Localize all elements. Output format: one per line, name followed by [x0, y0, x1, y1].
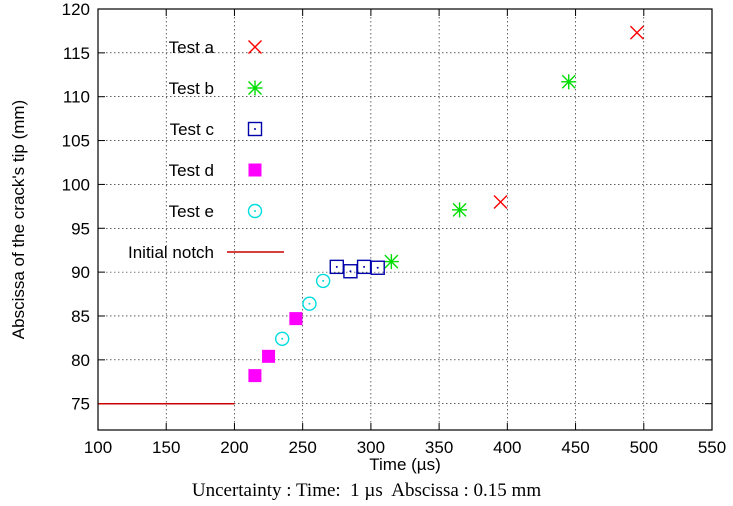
- test-c-point: [343, 264, 358, 279]
- y-axis-label: Abscissa of the crack's tip (mm): [9, 100, 28, 339]
- test-b-legend-label: Test b: [169, 79, 214, 98]
- x-tick-label: 350: [425, 438, 453, 457]
- x-tick-label: 300: [357, 438, 385, 457]
- y-tick-label: 80: [71, 351, 90, 370]
- test-d-legend-label: Test d: [169, 161, 214, 180]
- test-a-legend-swatch: [248, 40, 262, 54]
- x-tick-label: 400: [493, 438, 521, 457]
- test-e-point: [302, 296, 317, 311]
- x-tick-label: 250: [288, 438, 316, 457]
- y-tick-label: 95: [71, 219, 90, 238]
- test-e-point: [315, 273, 331, 289]
- test-c-point: [370, 260, 385, 275]
- test-d-legend-swatch: [248, 163, 262, 177]
- data-points: [98, 25, 644, 405]
- x-tick-label: 100: [84, 438, 112, 457]
- y-tick-label: 110: [63, 88, 90, 107]
- y-tick-label: 100: [62, 175, 90, 194]
- x-tick-label: 550: [698, 438, 726, 457]
- uncertainty-caption: Uncertainty : Time: 1 µs Abscissa : 0.15…: [191, 480, 542, 501]
- test-c-point: [329, 259, 344, 275]
- test-b-point: [383, 254, 399, 270]
- x-tick-label: 450: [561, 438, 589, 457]
- test-d-point: [289, 312, 303, 326]
- test-c-legend-label: Test c: [170, 120, 215, 139]
- x-tick-label: 500: [630, 438, 658, 457]
- y-tick-label: 115: [63, 44, 90, 63]
- y-tick-label: 75: [71, 395, 90, 414]
- test-a-point: [493, 194, 508, 209]
- test-a-legend-label: Test a: [169, 38, 215, 57]
- test-b-point: [452, 202, 468, 218]
- scatter-chart: 100 150 200 250 300 350 400 450 500 550 75 80 85 90 95…: [9, 0, 727, 474]
- test-b-point: [561, 74, 577, 90]
- y-tick-label: 85: [71, 307, 90, 326]
- test-c-legend-swatch: [247, 121, 263, 137]
- test-e-legend-label: Test e: [169, 202, 214, 221]
- test-e-legend-swatch: [247, 203, 263, 219]
- test-b-legend-swatch: [247, 80, 263, 96]
- x-tick-label: 150: [152, 438, 180, 457]
- legend: Test a Test b Test c Test d Test e Initial no…: [128, 38, 284, 262]
- axis-ticks: 100 150 200 250 300 350 400 450 500 550 75 80 85 90 95…: [62, 0, 727, 457]
- initial-notch-legend-label: Initial notch: [128, 243, 214, 262]
- test-e-point: [275, 331, 290, 346]
- test-a-point: [629, 25, 644, 40]
- plot-frame: [97, 8, 713, 431]
- test-c-point: [356, 259, 372, 275]
- y-tick-label: 90: [71, 263, 90, 282]
- test-d-point: [248, 369, 262, 383]
- x-axis-label: Time (µs): [369, 455, 441, 474]
- y-tick-label: 105: [62, 132, 90, 151]
- y-tick-label: 120: [62, 0, 90, 19]
- test-d-point: [262, 349, 276, 363]
- x-tick-label: 200: [220, 438, 248, 457]
